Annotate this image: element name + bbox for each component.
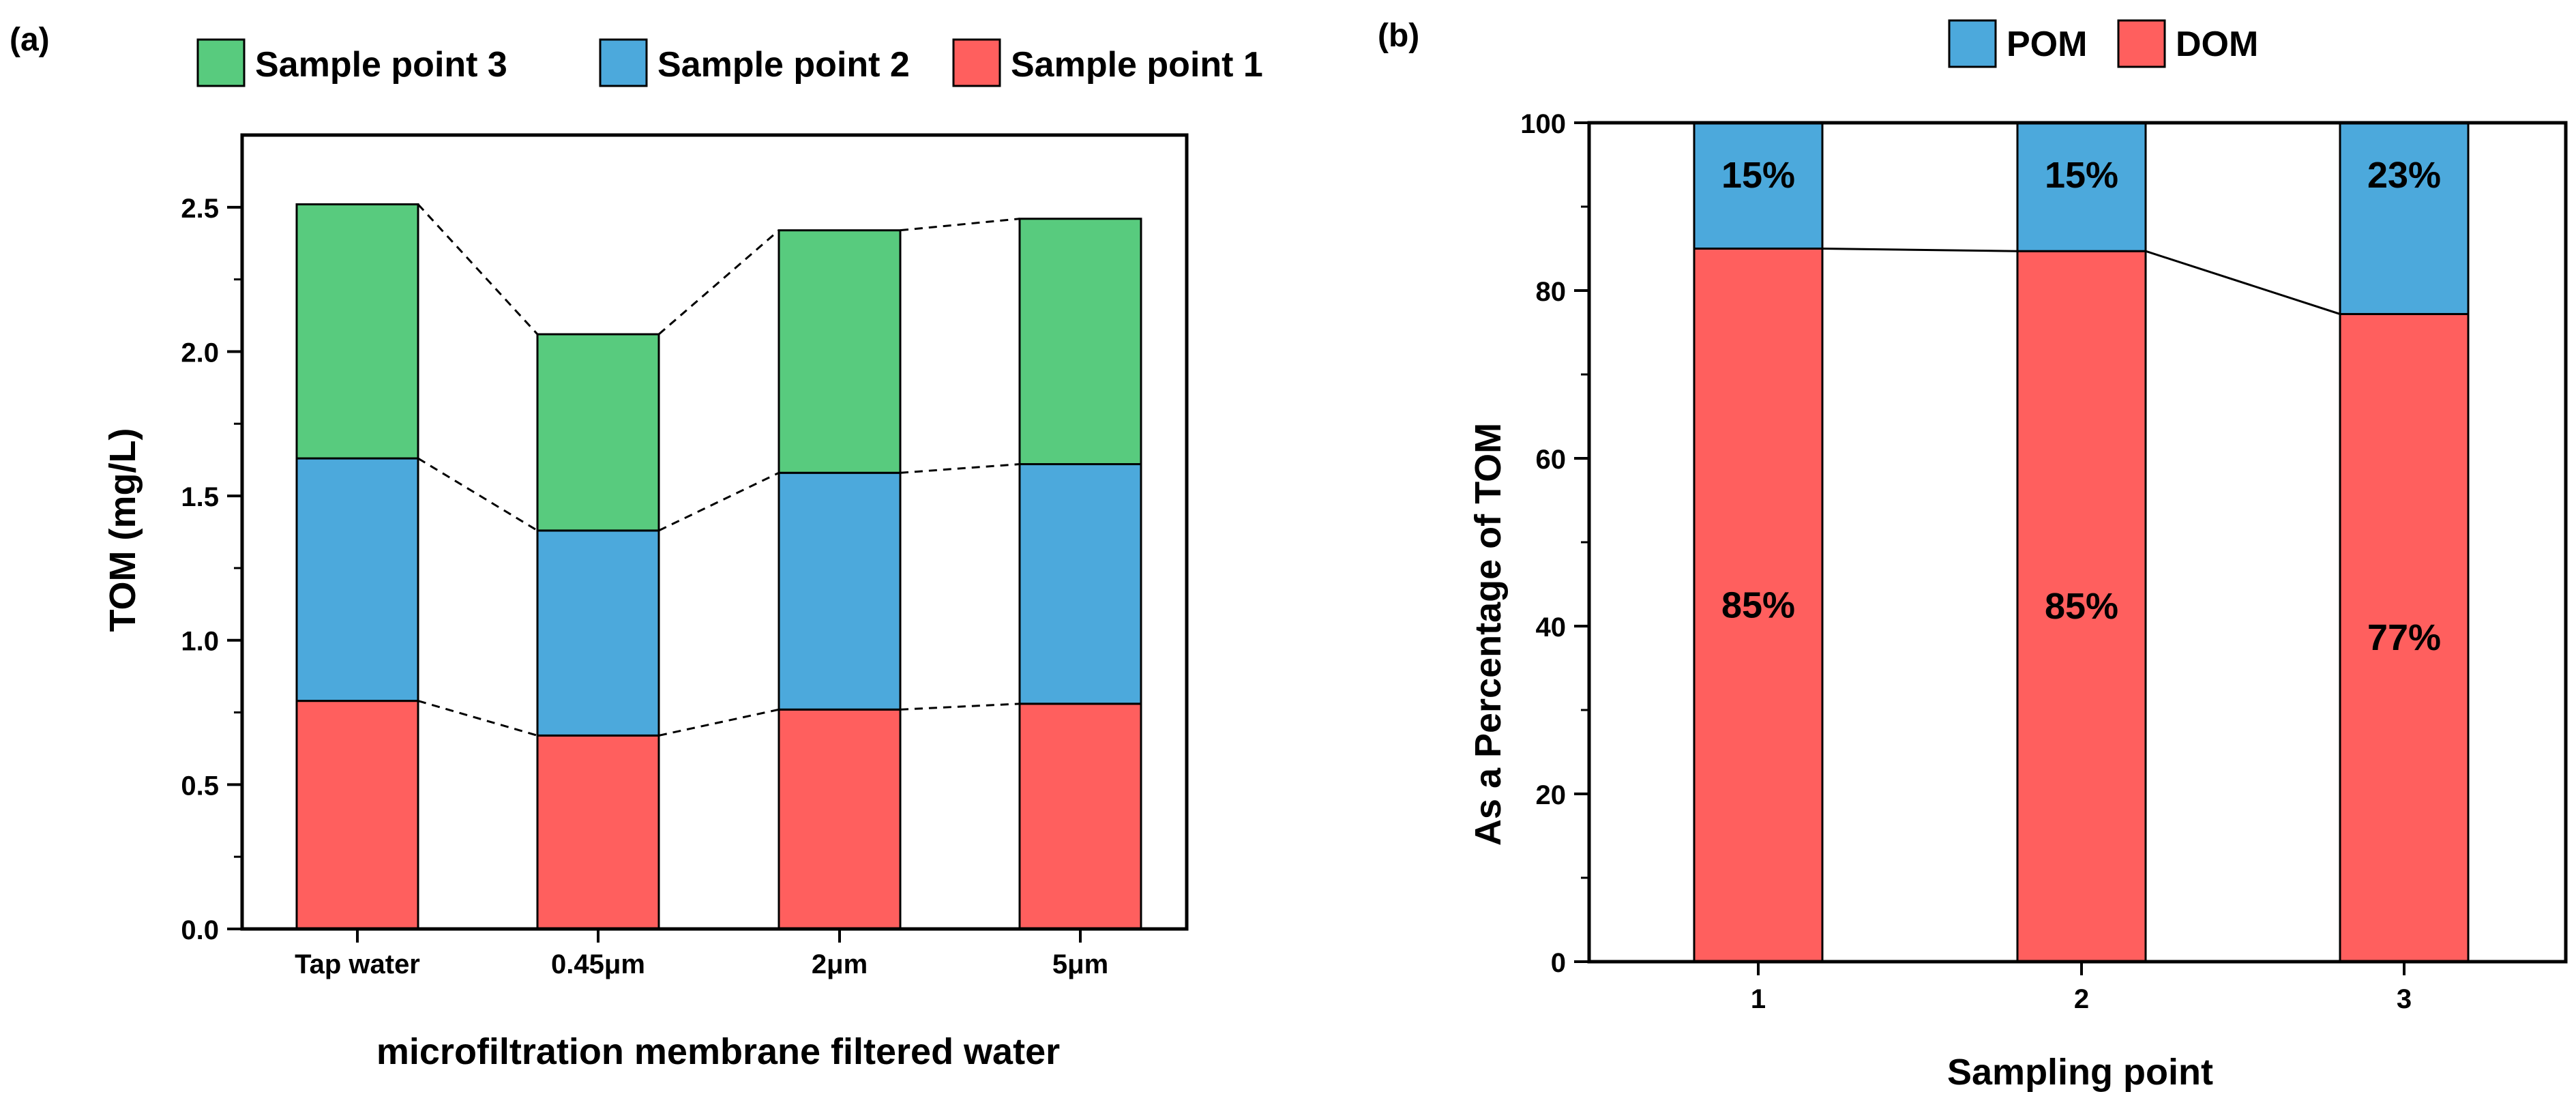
- legend-swatch-a: [599, 38, 648, 87]
- connector-line-a: [658, 708, 780, 737]
- legend-label-a: Sample point 2: [657, 45, 910, 85]
- connector-line-a: [900, 218, 1020, 232]
- data-label-b: 77%: [2367, 617, 2441, 658]
- data-label-b: 23%: [2367, 155, 2441, 196]
- y-tick-label-b: 40: [1536, 612, 1567, 642]
- bar-a-sample-point-3-4: [1018, 218, 1142, 466]
- y-tick-label-b: 20: [1536, 780, 1567, 810]
- plot-area-a: 0.0 0.5 1.0 1.5 2.0 2.5 Tap water 0.45μm 2μm 5μm: [181, 133, 1189, 979]
- legend-label-a: Sample point 3: [255, 45, 507, 85]
- plot-area-b: 85% 15% 85% 15% 77% 23% 0 20 40 60 80 100 1 2 3: [1520, 109, 2568, 1014]
- y-axis-label-b: As a Percentage of TOM: [1468, 423, 1509, 846]
- legend-a: Sample point 3 Sample point 2 Sample point…: [196, 38, 1263, 87]
- bar-a-sample-point-1-1: [295, 700, 419, 930]
- connector-line-a: [900, 463, 1020, 474]
- connector-line-a: [658, 471, 780, 532]
- connector-line-a: [900, 703, 1020, 711]
- bar-a-sample-point-3-3: [778, 229, 902, 474]
- bar-a-sample-point-2-4: [1018, 463, 1142, 705]
- data-label-b: 15%: [1721, 155, 1795, 196]
- panel-label-a: (a): [10, 22, 50, 58]
- y-tick-label-a: 2.5: [181, 194, 219, 224]
- legend-swatch-a: [952, 38, 1001, 87]
- bar-b-pom-3: [2339, 121, 2470, 315]
- chart-panel-a: (a) Sample point 3 Sample point 2 Sample p…: [10, 22, 1263, 1072]
- connector-line-a: [417, 457, 538, 532]
- x-axis-label-a: microfiltration membrane filtered water: [376, 1031, 1060, 1072]
- chart-panel-b: (b) POM DOM 85% 15% 85% 15% 77% 23% 0 20 40 60 80 10…: [1378, 18, 2568, 1093]
- y-tick-label-b: 0: [1551, 948, 1566, 978]
- x-tick-label-a: 5μm: [1052, 949, 1108, 979]
- y-tick-label-a: 0.0: [181, 915, 219, 945]
- y-tick-label-a: 2.0: [181, 338, 219, 368]
- x-tick-label-a: 2μm: [812, 949, 868, 979]
- x-tick-label-a: Tap water: [295, 949, 420, 979]
- y-tick-label-a: 1.0: [181, 627, 219, 657]
- bar-a-sample-point-2-3: [778, 471, 902, 711]
- connector-line-a: [417, 203, 539, 336]
- x-tick-label-a: 0.45μm: [551, 949, 645, 979]
- bar-a-sample-point-3-1: [295, 203, 419, 460]
- x-tick-label-b: 1: [1751, 984, 1766, 1014]
- bar-a-sample-point-2-2: [536, 529, 660, 737]
- bar-b-dom-1: [1693, 248, 1824, 963]
- bar-b-pom-2: [2016, 121, 2147, 252]
- y-tick-label-b: 60: [1536, 445, 1567, 475]
- bar-a-sample-point-1-2: [536, 734, 660, 930]
- y-tick-label-a: 0.5: [181, 771, 219, 801]
- legend-b: POM DOM: [1948, 19, 2258, 68]
- x-axis-label-b: Sampling point: [1947, 1052, 2213, 1093]
- legend-swatch-b: [1948, 19, 1997, 68]
- bar-a-sample-point-1-4: [1018, 703, 1142, 930]
- plot-frame-a: [240, 133, 1189, 931]
- legend-label-b: DOM: [2176, 25, 2258, 64]
- legend-label-b: POM: [2007, 25, 2087, 64]
- legend-swatch-a: [196, 38, 246, 87]
- bar-a-sample-point-3-2: [536, 333, 660, 532]
- legend-swatch-b: [2117, 19, 2166, 68]
- panel-label-b: (b): [1378, 18, 1419, 54]
- x-tick-label-b: 2: [2074, 984, 2089, 1014]
- connector-line-a: [417, 700, 538, 737]
- bar-a-sample-point-1-3: [778, 708, 902, 930]
- data-label-b: 85%: [2045, 586, 2118, 627]
- bar-a-sample-point-2-1: [295, 457, 419, 703]
- legend-label-a: Sample point 1: [1011, 45, 1263, 85]
- y-tick-label-a: 1.5: [181, 482, 219, 512]
- connector-line-b: [1822, 248, 2018, 252]
- y-axis-label-a: TOM (mg/L): [102, 428, 143, 632]
- connector-line-a: [658, 229, 780, 336]
- y-tick-label-b: 80: [1536, 277, 1567, 307]
- connector-line-b: [2145, 250, 2341, 315]
- data-label-b: 85%: [1721, 585, 1795, 625]
- data-label-b: 15%: [2045, 155, 2118, 196]
- y-tick-label-b: 100: [1520, 109, 1566, 139]
- x-tick-label-b: 3: [2397, 984, 2412, 1014]
